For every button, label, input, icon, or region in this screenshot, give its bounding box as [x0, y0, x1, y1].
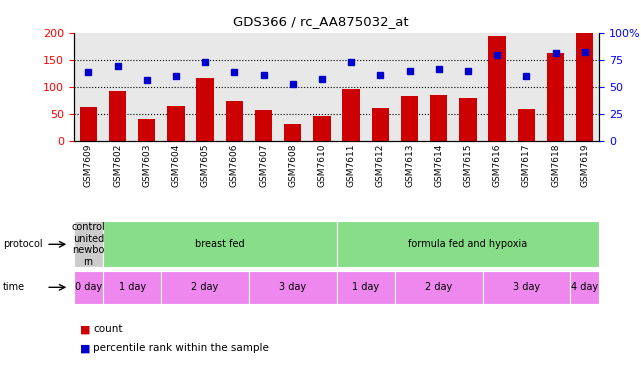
Bar [517, 108, 535, 141]
Text: count: count [93, 324, 122, 335]
Text: 2 day: 2 day [425, 282, 453, 292]
Bar [109, 91, 126, 141]
Text: protocol: protocol [3, 239, 43, 249]
Text: ■: ■ [80, 324, 90, 335]
Bar [138, 119, 156, 141]
Bar [167, 107, 185, 141]
Text: 2 day: 2 day [192, 282, 219, 292]
Text: 3 day: 3 day [513, 282, 540, 292]
Bar [342, 89, 360, 141]
Text: 1 day: 1 day [119, 282, 146, 292]
Text: 4 day: 4 day [571, 282, 598, 292]
Text: 0 day: 0 day [75, 282, 102, 292]
Bar [196, 78, 214, 141]
Bar [284, 124, 301, 141]
Text: 3 day: 3 day [279, 282, 306, 292]
Text: control
united
newbo
rn: control united newbo rn [71, 222, 105, 267]
Bar [401, 96, 419, 141]
Text: 1 day: 1 day [352, 282, 379, 292]
Bar [372, 108, 389, 141]
Bar [79, 107, 97, 141]
Text: breast fed: breast fed [195, 239, 244, 249]
Bar [254, 109, 272, 141]
Bar [430, 95, 447, 141]
Bar [459, 98, 477, 141]
Text: ■: ■ [80, 343, 90, 354]
Text: formula fed and hypoxia: formula fed and hypoxia [408, 239, 528, 249]
Text: percentile rank within the sample: percentile rank within the sample [93, 343, 269, 354]
Bar [226, 101, 243, 141]
Text: GDS366 / rc_AA875032_at: GDS366 / rc_AA875032_at [233, 15, 408, 28]
Bar [547, 53, 564, 141]
Bar [576, 33, 594, 141]
Bar [313, 116, 331, 141]
Bar [488, 36, 506, 141]
Text: time: time [3, 282, 26, 292]
